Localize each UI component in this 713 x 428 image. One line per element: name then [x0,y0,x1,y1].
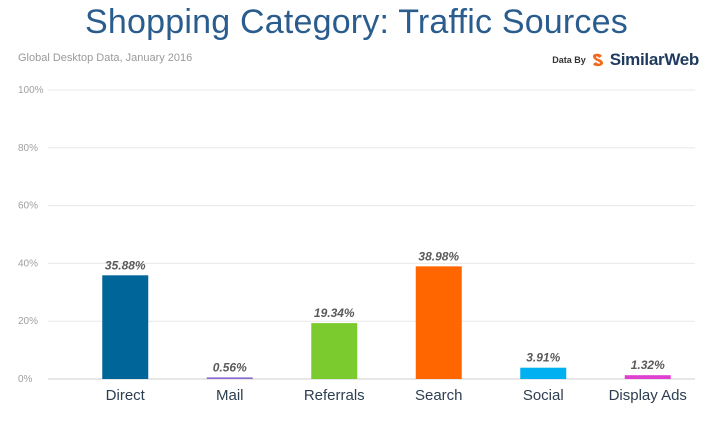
x-category-label: Display Ads [609,387,687,404]
x-category-label: Search [415,387,463,404]
bar [520,367,567,379]
bar [206,377,253,379]
brand-prefix: Data By [552,55,586,65]
chart-title: Shopping Category: Traffic Sources [85,3,628,41]
data-label: 0.56% [213,360,247,374]
chart-subtitle: Global Desktop Data, January 2016 [18,52,193,64]
data-label: 38.98% [418,249,459,263]
data-label: 3.91% [526,351,560,365]
x-category-label: Referrals [304,387,365,404]
y-tick-label: 60% [18,201,38,212]
y-tick-label: 40% [18,258,38,269]
bar [102,275,149,379]
brand-attribution: Data By SimilarWeb [552,50,699,70]
y-tick-label: 0% [18,374,33,385]
data-label: 35.88% [105,258,146,272]
data-label: 1.32% [631,358,665,372]
y-tick-label: 80% [18,143,38,154]
x-category-label: Social [523,387,564,404]
y-tick-label: 20% [18,316,38,327]
x-category-label: Mail [216,387,244,404]
data-label: 19.34% [314,306,355,320]
y-tick-label: 100% [18,85,44,96]
bar [624,375,671,379]
bar [415,266,462,379]
brand-name: SimilarWeb [609,50,700,69]
bar [311,323,358,379]
x-category-label: Direct [106,387,146,404]
similarweb-logo-icon [592,53,603,67]
